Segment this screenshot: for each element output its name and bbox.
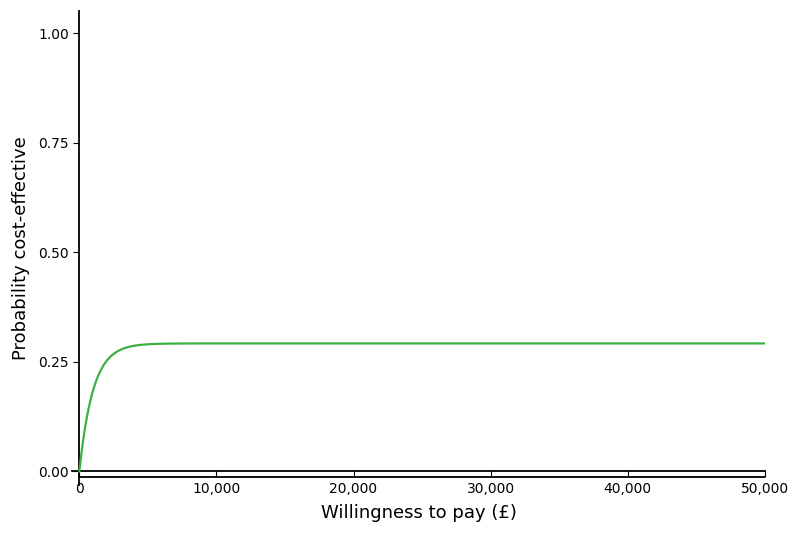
X-axis label: Willingness to pay (£): Willingness to pay (£) [321, 504, 517, 522]
Y-axis label: Probability cost-effective: Probability cost-effective [12, 136, 30, 360]
